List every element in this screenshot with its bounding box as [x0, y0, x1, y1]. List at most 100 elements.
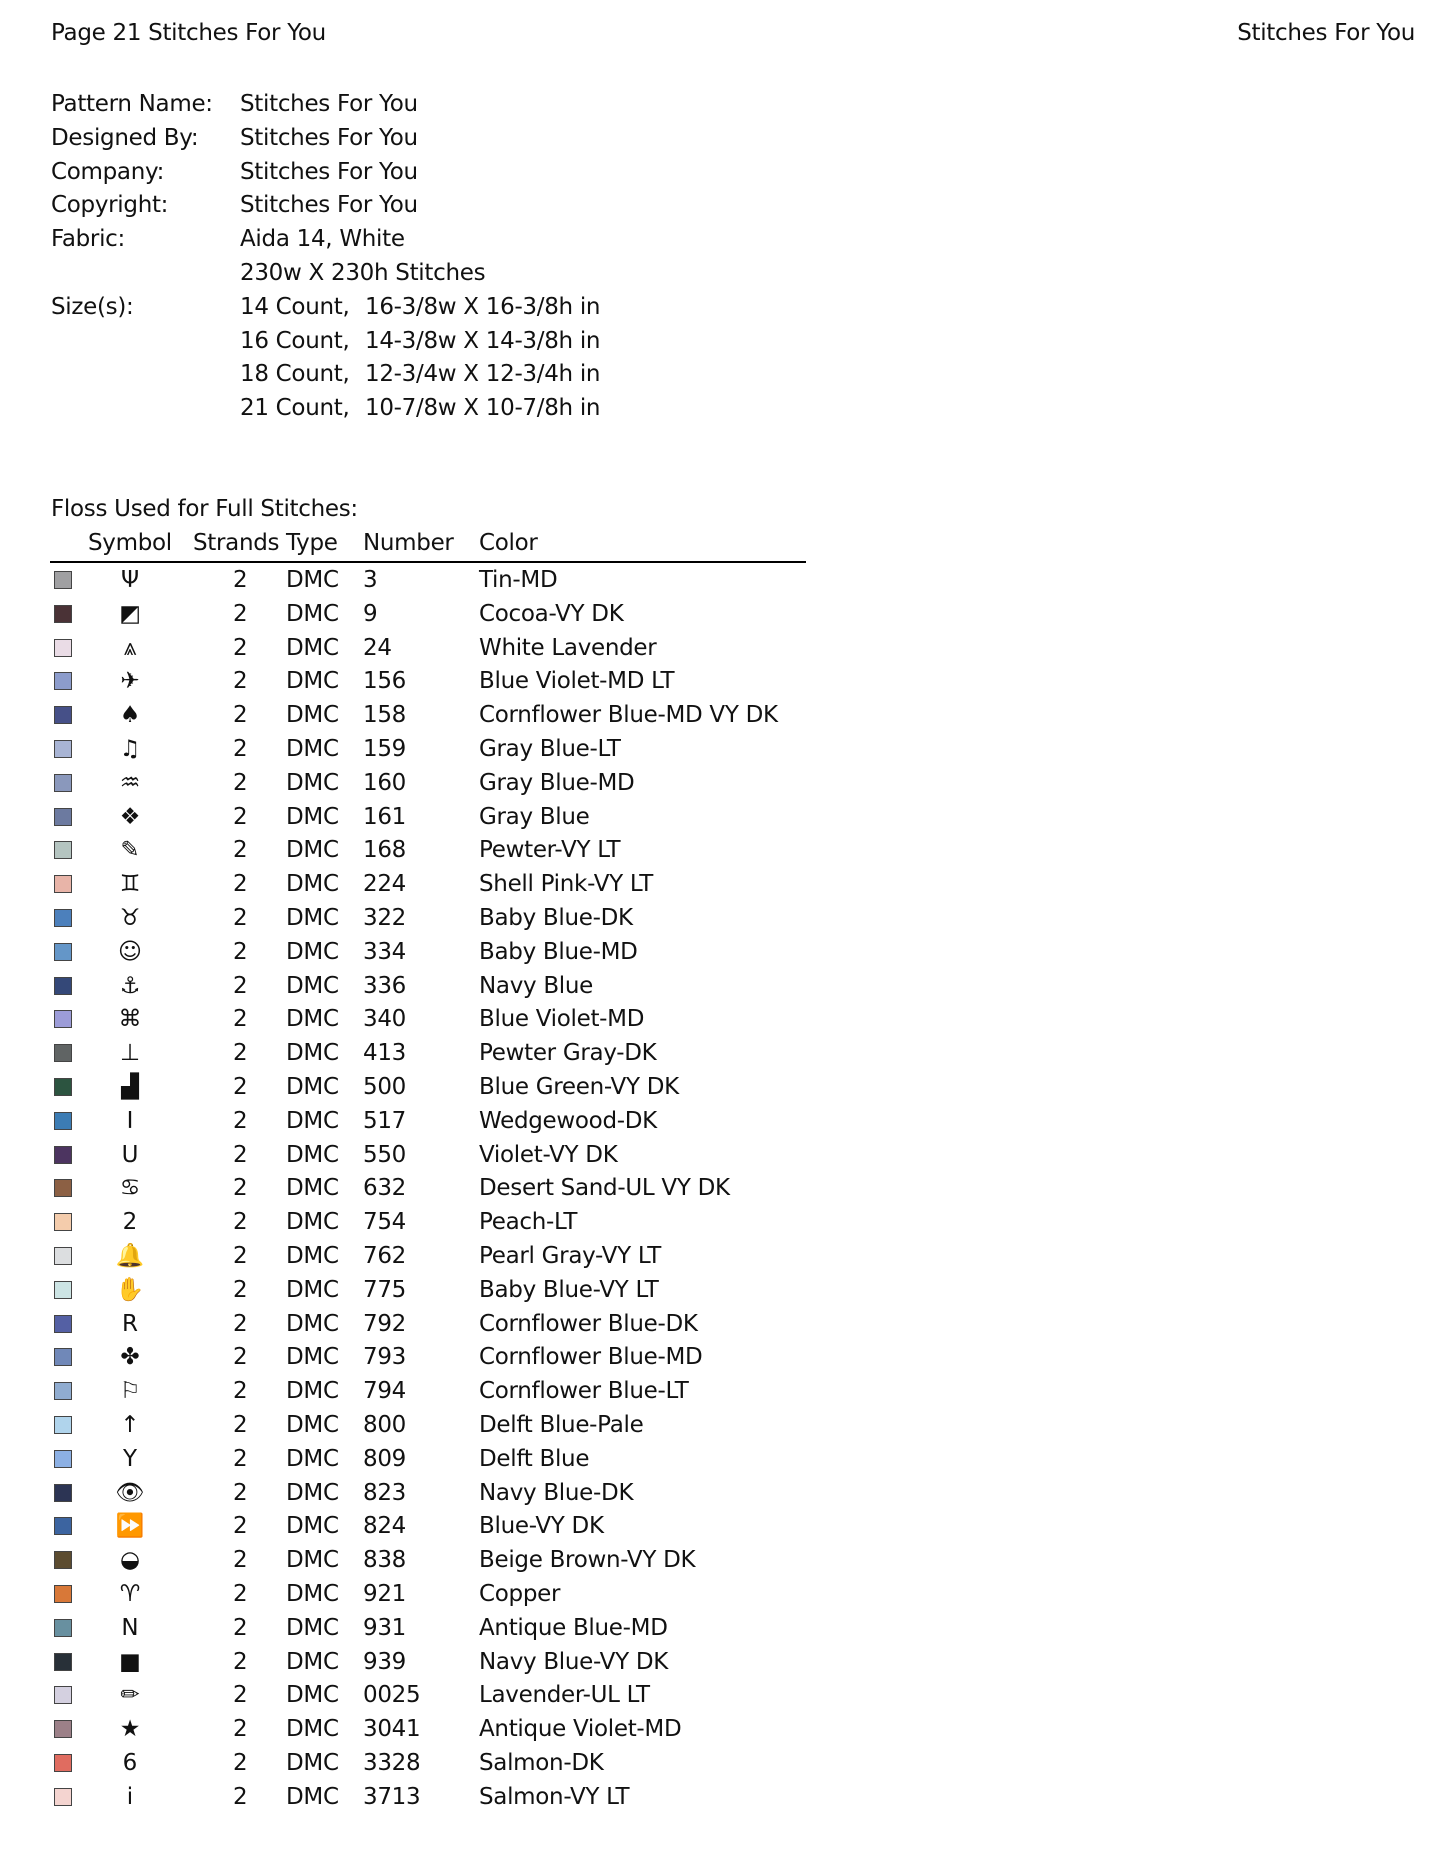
stitch-symbol-icon: ↑: [120, 1412, 140, 1438]
strands: 2: [233, 1682, 248, 1709]
color-swatch: [54, 1280, 72, 1299]
color-swatch: [54, 1686, 72, 1705]
table-row: ⚐ 2 DMC 794 Cornflower Blue-LT: [0, 1376, 900, 1410]
color-swatch: [54, 1247, 72, 1265]
floss-color: Beige Brown-VY DK: [479, 1547, 696, 1574]
table-row: U 2 DMC 550 Violet-VY DK: [0, 1140, 900, 1174]
floss-color: Copper: [479, 1581, 561, 1607]
floss-type: DMC: [286, 1040, 339, 1067]
table-row: i 2 DMC 3713 Salmon-VY LT: [0, 1782, 900, 1816]
strands: 2: [233, 1716, 248, 1743]
color-swatch: [54, 841, 72, 860]
stitch-symbol-icon: ✈: [120, 668, 140, 695]
floss-number: 3041: [363, 1716, 421, 1743]
strands: 2: [233, 634, 248, 661]
floss-color: Delft Blue-Pale: [479, 1412, 644, 1438]
floss-number: 340: [363, 1006, 406, 1033]
floss-color: Antique Blue-MD: [479, 1614, 668, 1641]
floss-color: Gray Blue: [479, 803, 590, 830]
strands: 2: [233, 972, 248, 999]
floss-number: 921: [363, 1581, 406, 1607]
color-swatch: [54, 1720, 72, 1739]
color-swatch: [54, 1551, 72, 1570]
strands: 2: [233, 803, 248, 830]
strands: 2: [233, 1783, 248, 1810]
strands: 2: [233, 1243, 248, 1269]
color-swatch: [54, 1754, 72, 1772]
floss-color: White Lavender: [479, 634, 657, 661]
stitch-symbol-icon: ⚓: [119, 972, 141, 999]
stitch-symbol-icon: ♈: [119, 1581, 141, 1607]
stitch-symbol-icon: ✤: [120, 1344, 140, 1371]
floss-type: DMC: [286, 905, 339, 931]
floss-color: Baby Blue-VY LT: [479, 1276, 659, 1303]
floss-number: 500: [363, 1074, 406, 1100]
floss-color: Navy Blue-VY DK: [479, 1648, 669, 1675]
floss-type: DMC: [286, 1107, 339, 1134]
table-row: 🔔 2 DMC 762 Pearl Gray-VY LT: [0, 1241, 900, 1275]
stitch-symbol-icon: ❖: [119, 803, 141, 830]
floss-type: DMC: [286, 1344, 339, 1371]
floss-type: DMC: [286, 837, 339, 864]
info-label: Copyright:: [51, 192, 169, 219]
floss-number: 794: [363, 1378, 406, 1405]
strands: 2: [233, 837, 248, 864]
floss-color: Pewter Gray-DK: [479, 1040, 657, 1067]
color-swatch: [54, 1416, 72, 1434]
stitch-symbol-icon: R: [122, 1310, 138, 1337]
table-row: ▟ 2 DMC 500 Blue Green-VY DK: [0, 1072, 900, 1106]
table-row: ♈ 2 DMC 921 Copper: [0, 1579, 900, 1613]
strands: 2: [233, 1141, 248, 1168]
color-swatch: [54, 1314, 72, 1333]
floss-type: DMC: [286, 1175, 339, 1202]
floss-number: 824: [363, 1513, 406, 1540]
floss-type: DMC: [286, 769, 339, 796]
floss-number: 9: [363, 600, 378, 627]
page-header: Page 21 Stitches For You: [51, 20, 326, 46]
color-swatch: [54, 1179, 72, 1198]
info-value: Stitches For You: [240, 158, 418, 185]
floss-number: 3713: [363, 1783, 421, 1810]
floss-color: Baby Blue-MD: [479, 938, 638, 965]
table-row: ♊ 2 DMC 224 Shell Pink-VY LT: [0, 869, 900, 903]
floss-color: Cornflower Blue-DK: [479, 1310, 698, 1337]
info-label: Designed By:: [51, 124, 199, 151]
stitch-symbol-icon: ✎: [120, 837, 140, 864]
strands: 2: [233, 1648, 248, 1675]
color-swatch: [54, 1517, 72, 1536]
strands: 2: [233, 938, 248, 965]
table-row: ♫ 2 DMC 159 Gray Blue-LT: [0, 734, 900, 768]
floss-number: 754: [363, 1209, 406, 1236]
stitch-symbol-icon: N: [121, 1614, 139, 1641]
floss-type: DMC: [286, 1141, 339, 1168]
floss-number: 160: [363, 769, 406, 796]
color-swatch: [54, 1044, 72, 1063]
strands: 2: [233, 1750, 248, 1776]
floss-number: 161: [363, 803, 406, 830]
floss-color: Antique Violet-MD: [479, 1716, 682, 1743]
stitch-symbol-icon: ♫: [119, 736, 141, 762]
stitch-symbol-icon: ✋: [115, 1276, 145, 1303]
strands: 2: [233, 736, 248, 762]
stitch-symbol-icon: Y: [122, 1445, 138, 1472]
color-swatch: [54, 1483, 72, 1502]
table-row: ♋ 2 DMC 632 Desert Sand-UL VY DK: [0, 1173, 900, 1207]
floss-color: Cornflower Blue-MD VY DK: [479, 702, 778, 729]
table-row: ★ 2 DMC 3041 Antique Violet-MD: [0, 1714, 900, 1748]
table-row: ⌘ 2 DMC 340 Blue Violet-MD: [0, 1004, 900, 1038]
strands: 2: [233, 1074, 248, 1100]
strands: 2: [233, 567, 248, 593]
stitch-symbol-icon: i: [126, 1783, 134, 1810]
floss-color: Shell Pink-VY LT: [479, 871, 654, 898]
color-swatch: [54, 604, 72, 623]
floss-number: 3: [363, 567, 378, 593]
table-row: ■ 2 DMC 939 Navy Blue-VY DK: [0, 1647, 900, 1681]
size-dims: 12-3/4w X 12-3/4h in: [365, 361, 601, 388]
color-swatch: [54, 672, 72, 691]
stitch-symbol-icon: 🔔: [115, 1243, 145, 1269]
table-row: ◩ 2 DMC 9 Cocoa-VY DK: [0, 599, 900, 633]
floss-number: 159: [363, 736, 406, 762]
floss-color: Blue Violet-MD LT: [479, 668, 675, 695]
floss-color: Pewter-VY LT: [479, 837, 621, 864]
color-swatch: [54, 1787, 72, 1806]
